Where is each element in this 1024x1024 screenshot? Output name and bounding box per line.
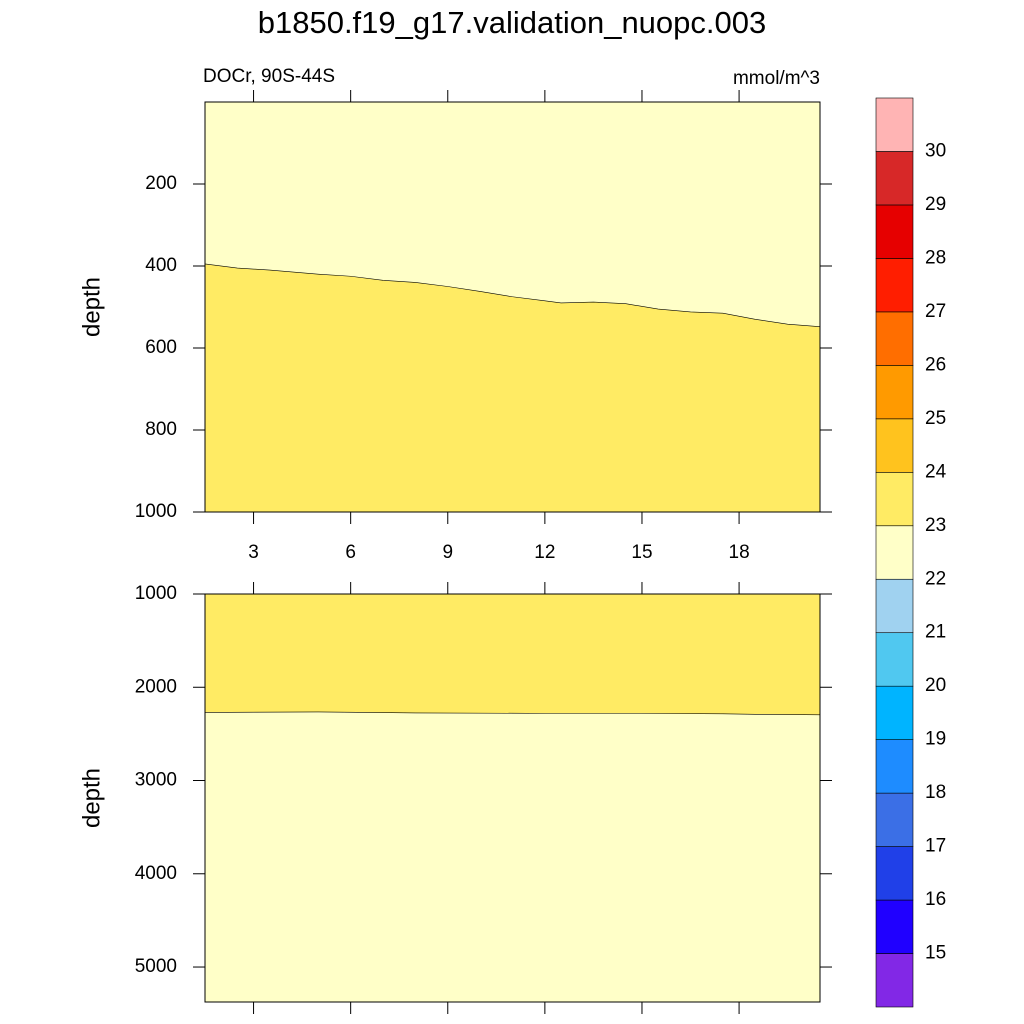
x-tick-label: 6 bbox=[345, 542, 356, 563]
chart-title: b1850.f19_g17.validation_nuopc.003 bbox=[258, 5, 767, 40]
colorbar-label: 24 bbox=[925, 461, 947, 482]
colorbar-label: 19 bbox=[925, 729, 946, 750]
y-tick-label: 600 bbox=[145, 337, 177, 358]
y-tick-label: 5000 bbox=[135, 956, 177, 977]
x-tick-label: 15 bbox=[631, 542, 652, 563]
y-tick-label: 1000 bbox=[135, 583, 177, 604]
x-tick-label: 9 bbox=[442, 542, 453, 563]
left-label: DOCr, 90S-44S bbox=[203, 66, 335, 87]
colorbar-box bbox=[875, 418, 914, 473]
y-tick-label: 3000 bbox=[135, 770, 177, 791]
plot-frame bbox=[204, 101, 821, 513]
y-tick-label: 4000 bbox=[135, 863, 177, 884]
colorbar-label: 22 bbox=[925, 568, 946, 589]
y-tick-label: 800 bbox=[145, 419, 177, 440]
colorbar-box bbox=[875, 739, 914, 794]
colorbar-label: 20 bbox=[925, 675, 946, 696]
contour-line bbox=[204, 263, 821, 327]
y-tick-label: 2000 bbox=[135, 676, 177, 697]
colorbar-box bbox=[875, 365, 914, 420]
colorbar-box bbox=[875, 258, 914, 313]
y-tick-label: 1000 bbox=[135, 501, 177, 522]
colorbar-box bbox=[875, 578, 914, 634]
colorbar-label: 29 bbox=[925, 194, 946, 215]
colorbar-box bbox=[875, 151, 914, 206]
colorbar-label: 16 bbox=[925, 889, 946, 910]
colorbar-label: 23 bbox=[925, 515, 946, 536]
y-axis-label: depth bbox=[78, 768, 105, 828]
colorbar-box bbox=[875, 792, 914, 847]
colorbar-box bbox=[875, 97, 914, 152]
contour-fill bbox=[205, 594, 820, 715]
colorbar-label: 26 bbox=[925, 354, 946, 375]
y-axis-label: depth bbox=[78, 277, 105, 337]
colorbar-label: 17 bbox=[925, 836, 946, 857]
colorbar-box bbox=[875, 471, 914, 527]
colorbar-box bbox=[875, 899, 914, 954]
colorbar-box bbox=[875, 846, 914, 901]
colorbar-box bbox=[875, 311, 914, 366]
colorbar-label: 28 bbox=[925, 247, 946, 268]
plot-frame bbox=[204, 593, 821, 1003]
colorbar-box bbox=[875, 525, 914, 580]
x-tick-label: 18 bbox=[729, 542, 750, 563]
colorbar-label: 27 bbox=[925, 301, 946, 322]
x-tick-label: 12 bbox=[534, 542, 555, 563]
right-label: mmol/m^3 bbox=[733, 68, 820, 89]
colorbar-label: 30 bbox=[925, 140, 946, 161]
colorbar-label: 21 bbox=[925, 622, 946, 643]
colorbar-label: 18 bbox=[925, 782, 946, 803]
y-tick-label: 200 bbox=[145, 173, 177, 194]
colorbar-label: 15 bbox=[925, 943, 946, 964]
colorbar-label: 25 bbox=[925, 408, 946, 429]
colorbar-box bbox=[875, 953, 914, 1008]
contour-line bbox=[204, 711, 821, 716]
contour-fill bbox=[205, 102, 820, 327]
y-tick-label: 400 bbox=[145, 255, 177, 276]
colorbar-box bbox=[875, 632, 914, 687]
colorbar-box bbox=[875, 204, 914, 259]
colorbar-box bbox=[875, 685, 914, 740]
x-tick-label: 3 bbox=[248, 542, 259, 563]
